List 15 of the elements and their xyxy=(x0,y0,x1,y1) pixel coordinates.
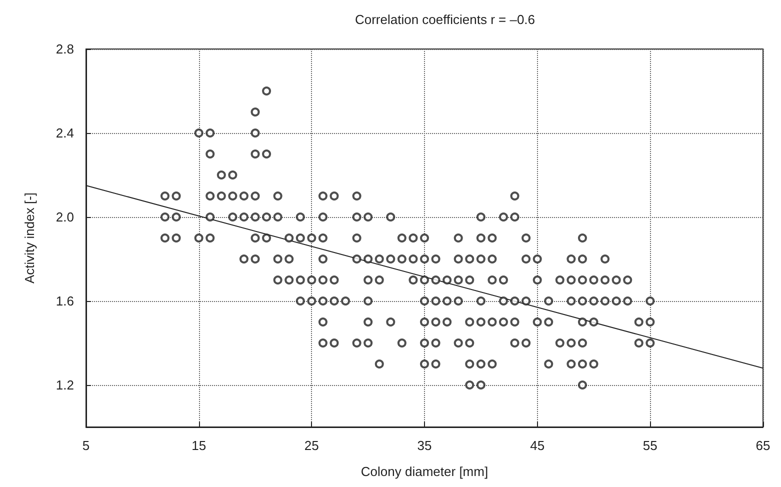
y-axis-title: Activity index [-] xyxy=(22,192,37,284)
x-tick-label: 25 xyxy=(304,438,319,453)
y-tick-label: 2.4 xyxy=(56,126,74,140)
chart-title: Correlation coefficients r = –0.6 xyxy=(354,12,536,27)
x-tick-label: 65 xyxy=(756,438,770,453)
y-tick-label: 1.2 xyxy=(56,378,74,392)
y-tick-label: 2.8 xyxy=(56,42,74,56)
x-tick-label: 15 xyxy=(192,438,206,453)
y-tick-label: 2.0 xyxy=(56,210,74,224)
x-tick-label: 55 xyxy=(642,438,658,453)
x-tick-label: 45 xyxy=(530,438,545,453)
x-axis-title: Colony diameter [mm] xyxy=(360,464,488,479)
x-tick-label: 5 xyxy=(82,438,90,453)
y-tick-label: 1.6 xyxy=(56,294,74,308)
x-tick-label: 35 xyxy=(417,438,432,453)
